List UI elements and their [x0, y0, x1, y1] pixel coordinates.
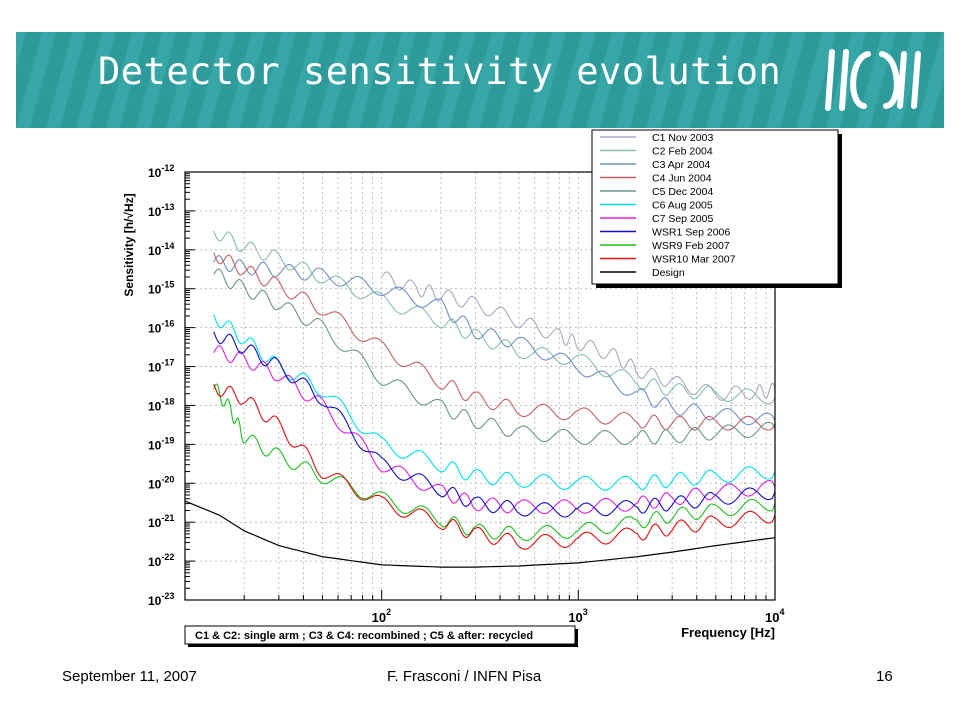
x-tick-label: 103 [568, 607, 587, 625]
annotation-text: C1 & C2: single arm ; C3 & C4: recombine… [195, 630, 533, 642]
y-tick-label: 10-21 [148, 513, 174, 530]
sensitivity-chart: 10-12 10-13 10-14 10-15 10-16 10-17 10-18 10-19… [122, 129, 842, 647]
banner-stripes [16, 32, 944, 128]
y-tick-label: 10-14 [148, 241, 174, 258]
banner-stripe [616, 32, 656, 128]
annotation-box [184, 625, 576, 645]
slide-title: Detector sensitivity evolution [98, 50, 782, 93]
banner-stripe [286, 32, 326, 128]
series-line [381, 271, 776, 401]
banner-stripe [556, 32, 596, 128]
banner-stripe [76, 32, 116, 128]
series-line [213, 345, 776, 515]
series-line [213, 384, 776, 550]
ticks [185, 173, 767, 601]
plot-frame [184, 171, 776, 601]
series-line [213, 252, 776, 431]
banner-stripe [16, 32, 26, 69]
legend-label: WSR9 Feb 2007 [652, 240, 730, 252]
y-tick-label: 10-20 [148, 474, 174, 491]
series-line [213, 268, 776, 446]
legend-label: C3 Apr 2004 [652, 159, 711, 171]
y-tick-label: 10-17 [148, 358, 174, 375]
legend-label: C2 Feb 2004 [652, 146, 713, 158]
y-tick-label: 10-23 [148, 591, 174, 608]
y-tick-label: 10-13 [148, 202, 174, 219]
series-line [184, 500, 776, 568]
series-group [184, 230, 776, 568]
banner-stripe [706, 32, 746, 128]
banner-stripe [106, 32, 146, 128]
banner-stripe [166, 32, 206, 128]
banner-stripe [436, 32, 476, 128]
legend-label: C4 Jun 2004 [652, 173, 712, 185]
series-line [213, 255, 776, 426]
legend-label: C5 Dec 2004 [652, 186, 713, 198]
banner-stripe [796, 32, 836, 128]
y-tick-label: 10-12 [148, 163, 174, 180]
y-tick-label: 10-19 [148, 435, 174, 452]
banner-stripe [466, 32, 506, 128]
legend-label: C1 Nov 2003 [652, 132, 713, 144]
banner-stripe [226, 32, 266, 128]
y-tick-label: 10-16 [148, 319, 174, 336]
banner-stripe [346, 32, 386, 128]
banner-stripe [256, 32, 296, 128]
banner-stripe [136, 32, 176, 128]
footer-page-number: 16 [876, 668, 893, 685]
banner-stripe [406, 32, 446, 128]
y-tick-label: 10-15 [148, 280, 174, 297]
banner-stripe [646, 32, 686, 128]
y-tick-label: 10-22 [148, 552, 174, 569]
banner-stripe [766, 32, 806, 128]
banner-stripe [316, 32, 356, 128]
banner-stripe [16, 32, 56, 128]
legend-label: Design [652, 267, 685, 279]
legend-label: WSR10 Mar 2007 [652, 254, 736, 266]
x-tick-label: 104 [765, 607, 784, 625]
banner-stripe [526, 32, 566, 128]
legend-label: C6 Aug 2005 [652, 200, 713, 212]
footer-author: F. Frasconi / INFN Pisa [387, 668, 542, 685]
footer-date: September 11, 2007 [62, 668, 197, 685]
y-tick-label: 10-18 [148, 396, 174, 413]
banner-stripe [916, 32, 944, 128]
banner-stripe [586, 32, 626, 128]
y-axis-label: Sensitivity [h/√Hz] [122, 193, 136, 296]
series-line [213, 331, 776, 518]
banner-stripe [736, 32, 776, 128]
title-banner [16, 32, 944, 128]
series-line [213, 383, 776, 542]
banner-stripe [676, 32, 716, 128]
legend-label: WSR1 Sep 2006 [652, 227, 730, 239]
x-tick-label: 102 [372, 607, 391, 625]
banner-stripe [496, 32, 536, 128]
banner-stripe [46, 32, 86, 128]
banner-stripe [196, 32, 236, 128]
x-axis-label: Frequency [Hz] [681, 625, 775, 640]
banner-stripe [376, 32, 416, 128]
legend-label: C7 Sep 2005 [652, 213, 713, 225]
virgo-logo-icon [825, 49, 921, 111]
series-line [213, 230, 776, 405]
